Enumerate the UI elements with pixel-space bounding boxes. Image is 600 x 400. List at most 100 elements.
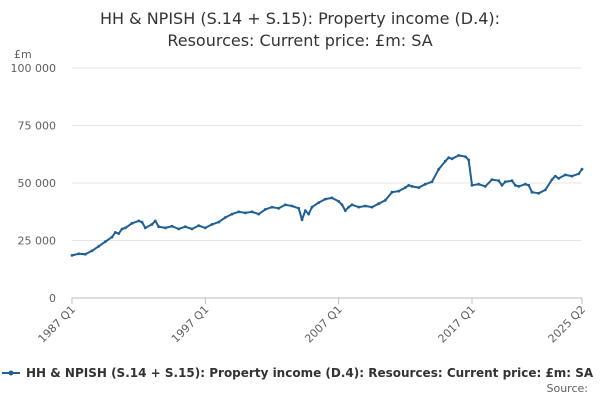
data-point[interactable]	[537, 191, 541, 195]
data-point[interactable]	[510, 179, 514, 183]
data-point[interactable]	[113, 231, 117, 234]
data-point[interactable]	[390, 190, 394, 194]
y-tick-label: 25 000	[18, 235, 57, 248]
x-tick-label: 1987 Q1	[36, 303, 79, 346]
data-point[interactable]	[70, 254, 74, 257]
data-point[interactable]	[157, 225, 161, 229]
data-point[interactable]	[303, 209, 307, 213]
data-point[interactable]	[397, 189, 401, 193]
data-point[interactable]	[237, 210, 241, 214]
data-point[interactable]	[550, 178, 554, 182]
data-point[interactable]	[143, 226, 147, 230]
data-point[interactable]	[263, 208, 267, 211]
data-point[interactable]	[470, 183, 474, 187]
data-point[interactable]	[130, 221, 134, 225]
data-point[interactable]	[523, 182, 527, 186]
legend-item-label[interactable]: HH & NPISH (S.14 + S.15): Property incom…	[26, 366, 594, 380]
chart-title-line2: Resources: Current price: £m: SA	[167, 31, 432, 50]
data-point[interactable]	[307, 212, 311, 216]
data-point[interactable]	[577, 172, 581, 176]
legend[interactable]: HH & NPISH (S.14 + S.15): Property incom…	[2, 366, 594, 380]
data-point[interactable]	[517, 185, 521, 188]
data-point[interactable]	[570, 174, 574, 178]
data-point[interactable]	[477, 182, 481, 186]
data-point[interactable]	[110, 235, 114, 239]
data-point[interactable]	[217, 220, 221, 224]
data-point[interactable]	[120, 227, 124, 231]
data-point[interactable]	[97, 244, 101, 248]
data-point[interactable]	[123, 226, 127, 230]
data-point[interactable]	[250, 210, 254, 214]
data-point[interactable]	[170, 224, 174, 228]
data-point[interactable]	[363, 204, 367, 208]
data-point[interactable]	[323, 197, 327, 201]
data-point[interactable]	[417, 186, 421, 190]
data-point[interactable]	[543, 188, 547, 192]
data-point[interactable]	[210, 223, 214, 226]
data-point[interactable]	[317, 201, 321, 205]
data-point[interactable]	[407, 183, 411, 187]
data-point[interactable]	[103, 240, 107, 244]
data-point[interactable]	[443, 159, 447, 163]
data-point[interactable]	[383, 198, 387, 202]
x-tick-label: 2025 Q2	[546, 303, 589, 346]
data-point[interactable]	[183, 225, 187, 229]
data-point[interactable]	[117, 232, 121, 236]
data-point[interactable]	[527, 183, 531, 187]
data-point[interactable]	[163, 226, 167, 230]
data-point[interactable]	[500, 183, 504, 187]
data-point[interactable]	[580, 167, 584, 171]
data-point[interactable]	[450, 157, 454, 161]
data-point[interactable]	[410, 185, 414, 188]
data-point[interactable]	[203, 226, 207, 230]
data-point[interactable]	[430, 180, 434, 184]
data-point[interactable]	[350, 203, 354, 207]
data-point[interactable]	[223, 216, 227, 219]
data-point[interactable]	[297, 206, 301, 210]
data-point[interactable]	[337, 200, 341, 203]
data-point[interactable]	[563, 173, 567, 177]
data-point[interactable]	[503, 180, 507, 184]
data-point[interactable]	[150, 223, 154, 226]
data-point[interactable]	[557, 177, 561, 180]
data-point[interactable]	[370, 205, 374, 209]
data-point[interactable]	[357, 205, 361, 209]
data-point[interactable]	[343, 209, 347, 213]
data-point[interactable]	[347, 205, 351, 209]
data-point[interactable]	[553, 174, 557, 178]
data-point[interactable]	[83, 252, 87, 256]
data-point[interactable]	[340, 203, 344, 207]
data-point[interactable]	[197, 224, 201, 228]
data-point[interactable]	[277, 206, 281, 210]
data-point[interactable]	[467, 158, 471, 162]
y-tick-label: 50 000	[18, 177, 57, 190]
data-point[interactable]	[140, 220, 144, 224]
data-point[interactable]	[243, 211, 247, 215]
data-point[interactable]	[423, 182, 427, 186]
data-point[interactable]	[497, 179, 501, 183]
data-point[interactable]	[283, 203, 287, 207]
data-point[interactable]	[330, 196, 334, 200]
data-point[interactable]	[403, 186, 407, 190]
data-point[interactable]	[310, 205, 314, 209]
data-point[interactable]	[377, 202, 381, 206]
data-point[interactable]	[190, 227, 194, 231]
data-point[interactable]	[270, 205, 274, 209]
data-point[interactable]	[77, 252, 81, 256]
data-point[interactable]	[257, 212, 261, 216]
data-point[interactable]	[447, 156, 451, 160]
data-point[interactable]	[137, 219, 141, 223]
data-point[interactable]	[177, 227, 181, 231]
data-point[interactable]	[490, 178, 494, 182]
data-point[interactable]	[153, 219, 157, 223]
data-point[interactable]	[230, 212, 234, 216]
data-point[interactable]	[483, 185, 487, 188]
data-point[interactable]	[90, 249, 94, 253]
data-point[interactable]	[437, 167, 441, 171]
data-point[interactable]	[457, 154, 461, 157]
data-point[interactable]	[290, 204, 294, 208]
data-point[interactable]	[530, 190, 534, 194]
data-point[interactable]	[300, 218, 304, 222]
data-point[interactable]	[463, 155, 467, 159]
data-point[interactable]	[513, 183, 517, 187]
